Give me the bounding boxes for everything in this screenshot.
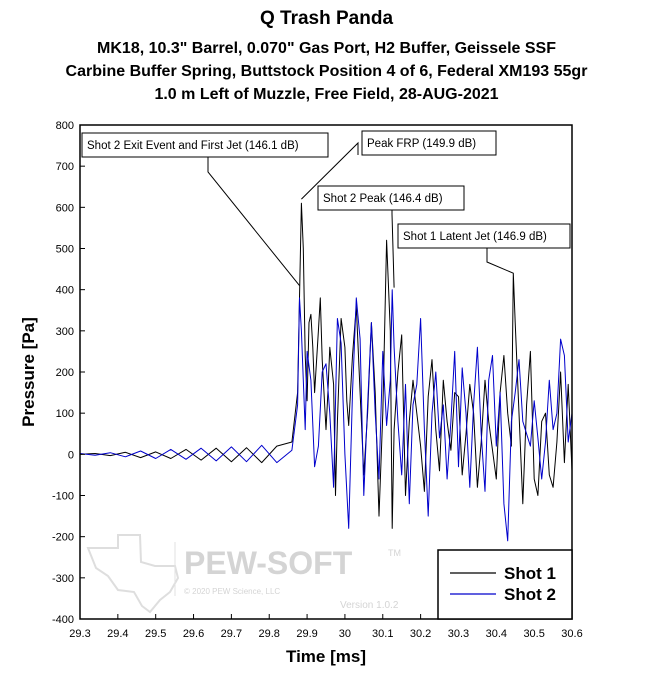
annotation-leader-line (207, 157, 300, 286)
annotation-callout: Shot 2 Exit Event and First Jet (146.1 d… (81, 132, 329, 286)
pew-soft-watermark: PEW-SOFT TM © 2020 PEW Science, LLC Vers… (86, 534, 401, 614)
y-tick-label: 300 (56, 326, 74, 338)
annotation-leader-line (301, 141, 359, 200)
legend: Shot 1 Shot 2 (437, 549, 573, 620)
annotation-box (81, 132, 329, 158)
annotation-box (397, 223, 571, 249)
annotation-callout: Peak FRP (149.9 dB) (301, 130, 497, 200)
x-axis-title: Time [ms] (286, 647, 366, 666)
annotation-box (361, 130, 497, 156)
y-tick-label: 600 (56, 202, 74, 214)
y-tick-label: -400 (52, 614, 74, 626)
y-tick-label: -300 (52, 573, 74, 585)
axis-layer: 29.3 29.4 29.5 29.6 29.7 29.8 29.9 30 30.1 30.2 30… (52, 120, 583, 640)
y-tick-label: 800 (56, 120, 74, 132)
annotation-label: Shot 2 Peak (146.4 dB) (323, 193, 443, 205)
y-tick-label: 0 (68, 449, 74, 461)
y-tick-label: 500 (56, 244, 74, 256)
chart-subtitle-line-3: 1.0 m Left of Muzzle, Free Field, 28-AUG… (154, 86, 499, 103)
chart-subtitle-line-1: MK18, 10.3" Barrel, 0.070" Gas Port, H2 … (97, 40, 556, 57)
y-tick-label: 200 (56, 367, 74, 379)
watermark-version: Version 1.0.2 (340, 600, 399, 611)
series-line-shot-1 (79, 202, 573, 529)
legend-label-shot-1: Shot 1 (504, 564, 556, 583)
x-tick-label: 30.3 (448, 628, 469, 640)
x-tick-label: 30.2 (410, 628, 431, 640)
y-axis-title: Pressure [Pa] (19, 317, 38, 427)
y-tick-label: -100 (52, 491, 74, 503)
y-tick-label: 100 (56, 408, 74, 420)
annotation-label: Peak FRP (149.9 dB) (367, 138, 476, 150)
chart-subtitle-line-2: Carbine Buffer Spring, Buttstock Positio… (65, 63, 588, 80)
x-tick-label: 29.9 (296, 628, 317, 640)
annotation-callout: Shot 2 Peak (146.4 dB) (317, 185, 465, 288)
x-tick-label: 30 (339, 628, 351, 640)
annotation-layer: Shot 2 Exit Event and First Jet (146.1 d… (81, 130, 571, 288)
annotation-leader-line (391, 210, 395, 288)
annotation-box (317, 185, 465, 211)
x-tick-label: 29.5 (145, 628, 166, 640)
annotation-label: Shot 1 Latent Jet (146.9 dB) (403, 231, 547, 243)
x-tick-label: 30.4 (486, 628, 507, 640)
legend-box (437, 549, 573, 620)
watermark-tm: TM (388, 548, 401, 558)
y-tick-label: 400 (56, 285, 74, 297)
y-tick-label: -200 (52, 532, 74, 544)
watermark-texas-icon (86, 534, 180, 614)
x-tick-label: 29.8 (259, 628, 280, 640)
x-tick-label: 29.3 (69, 628, 90, 640)
watermark-copyright: © 2020 PEW Science, LLC (184, 587, 280, 596)
x-tick-label: 29.6 (183, 628, 204, 640)
y-tick-label: 700 (56, 161, 74, 173)
annotation-label: Shot 2 Exit Event and First Jet (146.1 d… (87, 140, 299, 152)
chart-title: Q Trash Panda (259, 8, 394, 29)
annotation-leader-line (486, 248, 514, 274)
x-tick-label: 30.1 (372, 628, 393, 640)
x-tick-label: 30.5 (523, 628, 544, 640)
x-tick-label: 29.4 (107, 628, 128, 640)
series-line-shot-2 (79, 289, 573, 542)
x-tick-label: 29.7 (221, 628, 242, 640)
annotation-callout: Shot 1 Latent Jet (146.9 dB) (397, 223, 571, 274)
series-layer (79, 202, 573, 542)
x-tick-label: 30.6 (561, 628, 582, 640)
watermark-brand: PEW-SOFT (184, 545, 353, 581)
legend-label-shot-2: Shot 2 (504, 585, 556, 604)
